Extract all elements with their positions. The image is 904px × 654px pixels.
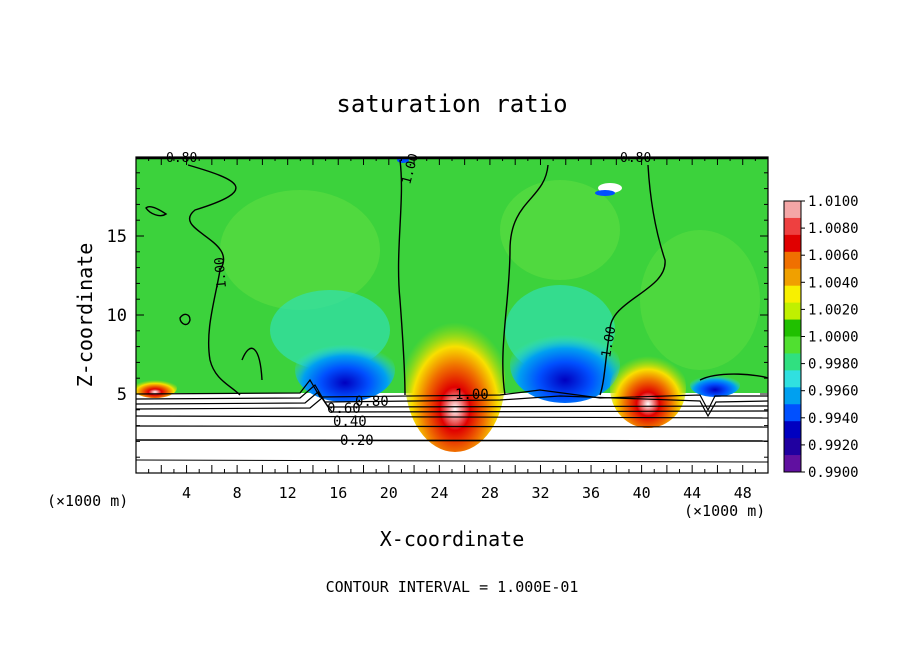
x-tick-label: 48: [734, 484, 752, 502]
y-axis: 5 10 15: [107, 172, 768, 458]
contour-label: 1.00: [599, 325, 619, 358]
x-unit-left: (×1000 m): [47, 492, 128, 510]
field-blue-anomaly: [690, 373, 740, 397]
contour-label: 0.20: [340, 433, 374, 449]
colorbar: 1.0100 1.0080 1.0060 1.0040 1.0020 1.0000 0.99…: [783, 194, 859, 481]
plot-area: [136, 157, 768, 473]
y-tick-label: 10: [107, 306, 127, 326]
x-tick-label: 8: [233, 484, 242, 502]
x-tick-label: 24: [430, 484, 448, 502]
field-patch: [500, 180, 620, 280]
contour-label: 0.80: [355, 394, 389, 410]
field-patch: [640, 230, 760, 370]
x-tick-label: 36: [582, 484, 600, 502]
x-tick-label: 4: [182, 484, 191, 502]
x-unit-right: (×1000 m): [684, 502, 765, 520]
x-tick-label: 12: [279, 484, 297, 502]
colorbar-label: 0.9960: [808, 384, 859, 400]
colorbar-swatch: [784, 353, 801, 371]
x-tick-label: 32: [531, 484, 549, 502]
colorbar-swatch: [784, 387, 801, 405]
field-speck: [595, 190, 615, 196]
x-axis: 4 8 12 16 20 24 28 32 36 40 44 48: [148, 157, 756, 502]
lower-contours: [136, 378, 768, 463]
contour-label: 1.00: [212, 256, 230, 289]
colorbar-label: 0.9900: [808, 465, 859, 481]
colorbar-swatch: [784, 201, 801, 219]
field-blue-anomaly: [295, 338, 395, 402]
colorbar-swatch: [784, 319, 801, 337]
colorbar-swatch: [784, 268, 801, 287]
field-blue-anomaly: [510, 327, 620, 403]
contour-label: 1.00: [455, 387, 489, 403]
colorbar-swatch: [784, 404, 801, 422]
x-tick-label: 16: [329, 484, 347, 502]
contour-label: 0.80: [620, 151, 651, 166]
colorbar-swatch: [784, 285, 801, 304]
x-tick-label: 20: [380, 484, 398, 502]
chart-title: saturation ratio: [336, 90, 567, 118]
contour-label: 0.80: [166, 151, 197, 166]
colorbar-swatch: [784, 251, 801, 270]
x-tick-label: 40: [633, 484, 651, 502]
colorbar-label: 1.0100: [808, 194, 859, 210]
colorbar-swatch: [784, 421, 801, 439]
x-tick-label: 44: [683, 484, 701, 502]
colorbar-label: 0.9940: [808, 411, 859, 427]
field-red-anomaly: [405, 308, 505, 452]
colorbar-swatch: [784, 455, 801, 473]
colorbar-label: 1.0080: [808, 221, 859, 237]
field-red-anomaly: [610, 348, 686, 428]
colorbar-swatch: [784, 438, 801, 456]
colorbar-swatch: [784, 336, 801, 354]
y-axis-label: Z-coordinate: [73, 243, 97, 388]
contour-label: 0.60: [327, 401, 361, 417]
colorbar-label: 1.0020: [808, 302, 859, 318]
colorbar-label: 1.0060: [808, 248, 859, 264]
contour-label: 0.40: [333, 414, 367, 430]
colorbar-label: 0.9980: [808, 357, 859, 373]
contour-interval-note: CONTOUR INTERVAL = 1.000E-01: [326, 578, 579, 596]
colorbar-swatch: [784, 302, 801, 321]
y-tick-label: 15: [107, 227, 127, 247]
colorbar-swatch: [784, 217, 801, 236]
colorbar-label: 1.0040: [808, 275, 859, 291]
colorbar-swatch: [784, 234, 801, 253]
field-red-anomaly: [136, 378, 177, 398]
colorbar-swatch: [784, 370, 801, 388]
y-tick-label: 5: [117, 385, 127, 405]
x-tick-label: 28: [481, 484, 499, 502]
colorbar-label: 1.0000: [808, 330, 859, 346]
colorbar-label: 0.9920: [808, 438, 859, 454]
field-patch: [220, 190, 380, 310]
x-axis-label: X-coordinate: [380, 527, 525, 551]
